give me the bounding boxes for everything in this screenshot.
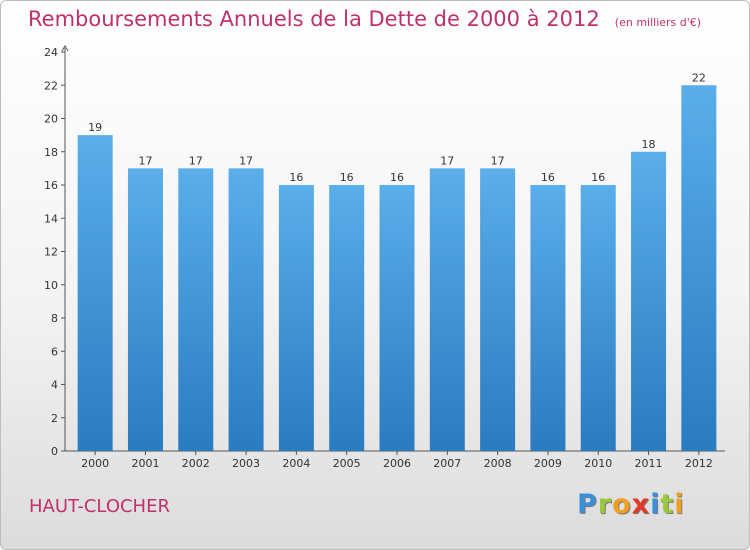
- y-tick-label: 18: [44, 146, 58, 159]
- y-tick-label: 24: [44, 46, 58, 59]
- bar-value-label: 18: [642, 138, 656, 151]
- commune-name: HAUT-CLOCHER: [29, 496, 170, 517]
- bar-value-label: 16: [591, 171, 605, 184]
- x-tick-label: 2009: [534, 457, 562, 470]
- logo-letter: r: [597, 489, 613, 520]
- x-tick-label: 2011: [635, 457, 663, 470]
- bar: [228, 168, 264, 451]
- bar-value-label: 16: [289, 171, 303, 184]
- bar-value-label: 16: [390, 171, 404, 184]
- bar: [379, 185, 415, 451]
- bar: [681, 85, 717, 451]
- y-tick-label: 6: [51, 345, 58, 358]
- bar: [329, 185, 365, 451]
- bar-value-label: 17: [440, 154, 454, 167]
- x-tick-label: 2001: [131, 457, 159, 470]
- y-tick-label: 20: [44, 113, 58, 126]
- bar: [530, 185, 566, 451]
- y-tick-label: 12: [44, 246, 58, 259]
- y-tick-label: 8: [51, 312, 58, 325]
- logo-letter: x: [631, 489, 651, 520]
- bar: [631, 151, 667, 451]
- x-tick-label: 2006: [383, 457, 411, 470]
- y-axis-arrow: [61, 45, 69, 52]
- y-tick-label: 4: [51, 379, 58, 392]
- bar-value-label: 17: [189, 154, 203, 167]
- bar: [77, 135, 113, 451]
- x-tick-label: 2012: [685, 457, 713, 470]
- y-tick-label: 2: [51, 412, 58, 425]
- title-text: Remboursements Annuels de la Dette de 20…: [28, 7, 600, 31]
- y-tick-label: 0: [51, 445, 58, 458]
- x-tick-label: 2000: [81, 457, 109, 470]
- bar: [127, 168, 163, 451]
- bar: [429, 168, 465, 451]
- bar-value-label: 17: [491, 154, 505, 167]
- logo-letter: i: [650, 489, 661, 520]
- bar: [480, 168, 516, 451]
- x-tick-label: 2004: [282, 457, 310, 470]
- bar-value-label: 16: [340, 171, 354, 184]
- bar-value-label: 19: [88, 121, 102, 134]
- x-tick-label: 2007: [433, 457, 461, 470]
- logo-letter: P: [577, 489, 598, 520]
- y-tick-label: 14: [44, 212, 58, 225]
- x-tick-label: 2008: [484, 457, 512, 470]
- logo-letter: t: [660, 489, 675, 520]
- logo-letter: i: [674, 489, 685, 520]
- x-tick-label: 2010: [584, 457, 612, 470]
- bar: [178, 168, 214, 451]
- bar-value-label: 17: [138, 154, 152, 167]
- proxiti-logo: Proxiti: [577, 489, 685, 520]
- logo-letter: o: [612, 489, 632, 520]
- x-tick-label: 2003: [232, 457, 260, 470]
- bar: [580, 185, 616, 451]
- bar: [278, 185, 314, 451]
- bar-value-label: 17: [239, 154, 253, 167]
- bar-value-label: 22: [692, 71, 706, 84]
- y-tick-label: 22: [44, 79, 58, 92]
- x-tick-label: 2005: [333, 457, 361, 470]
- y-tick-label: 16: [44, 179, 58, 192]
- x-tick-label: 2002: [182, 457, 210, 470]
- bar-value-label: 16: [541, 171, 555, 184]
- chart-title: Remboursements Annuels de la Dette de 20…: [28, 7, 701, 31]
- y-tick-label: 10: [44, 279, 58, 292]
- subtitle-text: (en milliers d'€): [614, 16, 702, 29]
